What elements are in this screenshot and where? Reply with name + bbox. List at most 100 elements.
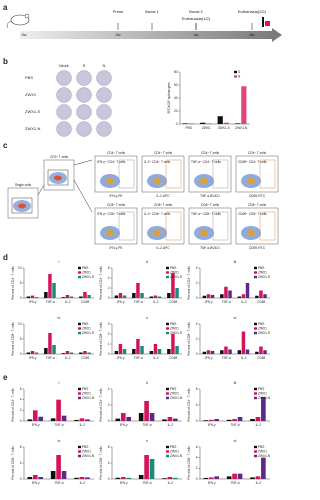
- y-axis-label: Percent of CD4⁺ T cells: [11, 266, 15, 300]
- y-tick-label: 4: [20, 398, 22, 402]
- bar: [250, 419, 255, 421]
- x-tick-label: IL-2: [80, 481, 86, 485]
- y-tick-label: 3: [108, 322, 110, 326]
- plot-title: CD8⁺ T cells: [248, 203, 266, 207]
- bar: [210, 295, 215, 298]
- cell-cloud: [106, 178, 114, 184]
- bar: [255, 351, 259, 354]
- bar: [214, 476, 220, 479]
- y-tick-label: 0: [20, 352, 22, 356]
- x-tick-label: IFN-γ: [120, 481, 128, 485]
- cell-cloud: [153, 230, 161, 236]
- bar: [79, 418, 85, 421]
- legend-swatch: [166, 322, 169, 326]
- legend-label: PBS: [170, 387, 176, 391]
- legend-swatch: [78, 450, 81, 453]
- week-label: 0w: [21, 32, 26, 37]
- y-tick-label: 4: [196, 403, 198, 407]
- bar: [69, 296, 74, 298]
- bar: [87, 295, 91, 298]
- y-tick-label: 0: [176, 122, 178, 126]
- bar: [132, 349, 136, 354]
- x-tick-label: IFN-γ: [208, 481, 216, 485]
- x-tick-label: TNF-α: [142, 481, 151, 485]
- legend-swatch: [166, 275, 169, 279]
- y-tick-label: 0: [196, 419, 198, 423]
- icon: [262, 17, 264, 27]
- x-tick-label: IL-2: [256, 481, 262, 485]
- legend-swatch: [78, 454, 81, 458]
- bar: [263, 350, 267, 354]
- bar: [182, 123, 188, 124]
- gate-label: TNF-α⁺ CD8⁺ T cells: [191, 212, 221, 216]
- y-tick-label: 4: [196, 456, 198, 460]
- bar: [220, 294, 224, 298]
- plot-title: CD4⁺ T cells: [201, 151, 219, 155]
- bar: [32, 410, 38, 421]
- legend-label: PBS: [258, 445, 264, 449]
- bar: [245, 349, 250, 354]
- gate: [212, 211, 229, 241]
- gate-arrow: [37, 159, 93, 213]
- bar: [214, 419, 220, 421]
- x-tick-label: ZWX1-N: [235, 126, 248, 130]
- chart-title: v: [146, 315, 148, 320]
- well: [96, 87, 112, 103]
- chart-title: i: [59, 259, 60, 264]
- legend-swatch: [166, 445, 169, 449]
- y-tick-label: 4: [196, 322, 198, 326]
- legend-label: ZWX1: [170, 391, 179, 395]
- bar: [79, 296, 83, 298]
- column-label: Mock: [59, 63, 69, 68]
- axis: [179, 72, 250, 125]
- bar: [34, 297, 39, 298]
- event-label: Boost 2: [189, 9, 203, 14]
- cell-cloud: [247, 230, 255, 236]
- chart-title: ii: [146, 380, 148, 385]
- bar: [34, 352, 39, 354]
- legend-label: ZWX1-S: [258, 275, 270, 279]
- x-tick-label: IL-2: [256, 423, 262, 427]
- bar: [261, 397, 266, 421]
- bar: [241, 86, 247, 124]
- legend-label: ZWX1: [82, 270, 91, 274]
- panel-label: e: [3, 373, 8, 382]
- bar: [217, 116, 223, 124]
- bar: [44, 348, 48, 354]
- timeline: [20, 28, 282, 42]
- bar: [144, 401, 149, 421]
- gate: [212, 159, 229, 189]
- x-tick-label: IFN-γ: [117, 300, 125, 304]
- bar: [167, 477, 173, 479]
- y-tick-label: 2: [108, 403, 110, 407]
- legend-label: PBS: [82, 445, 88, 449]
- week-label: 4w: [193, 32, 198, 37]
- bar: [83, 351, 87, 354]
- legend-swatch: [254, 331, 257, 335]
- panel-label: b: [3, 57, 8, 66]
- y-tick-label: 0: [108, 419, 110, 423]
- legend-swatch: [166, 387, 169, 391]
- legend-swatch: [78, 445, 81, 449]
- x-tick-label: IL-2: [153, 300, 159, 304]
- bar: [61, 415, 67, 421]
- x-tick-label: ZWX1-S: [218, 126, 230, 130]
- x-tick-label: IFN-γ: [29, 300, 37, 304]
- gate-title: Single cells: [15, 183, 32, 187]
- well: [76, 87, 92, 103]
- bar: [79, 477, 85, 479]
- y-axis-label: Percent of CD8⁺ T cells: [11, 322, 15, 356]
- y-tick-label: 5: [20, 337, 22, 341]
- x-tick-label: IFN-γ: [32, 481, 40, 485]
- bar: [120, 413, 126, 421]
- row-label: ZWX1-S: [25, 109, 40, 114]
- bar: [83, 292, 87, 298]
- plot-title: CD4⁺ T cells: [248, 151, 266, 155]
- plot-title: CD8⁺ T cells: [201, 203, 219, 207]
- y-tick-label: 4: [108, 461, 110, 465]
- x-axis-label: TNF-α-BV421: [200, 246, 220, 250]
- bar: [79, 352, 83, 354]
- x-tick-label: IL-2: [168, 481, 174, 485]
- bar: [208, 419, 214, 421]
- legend-label: ZWX1: [258, 449, 267, 453]
